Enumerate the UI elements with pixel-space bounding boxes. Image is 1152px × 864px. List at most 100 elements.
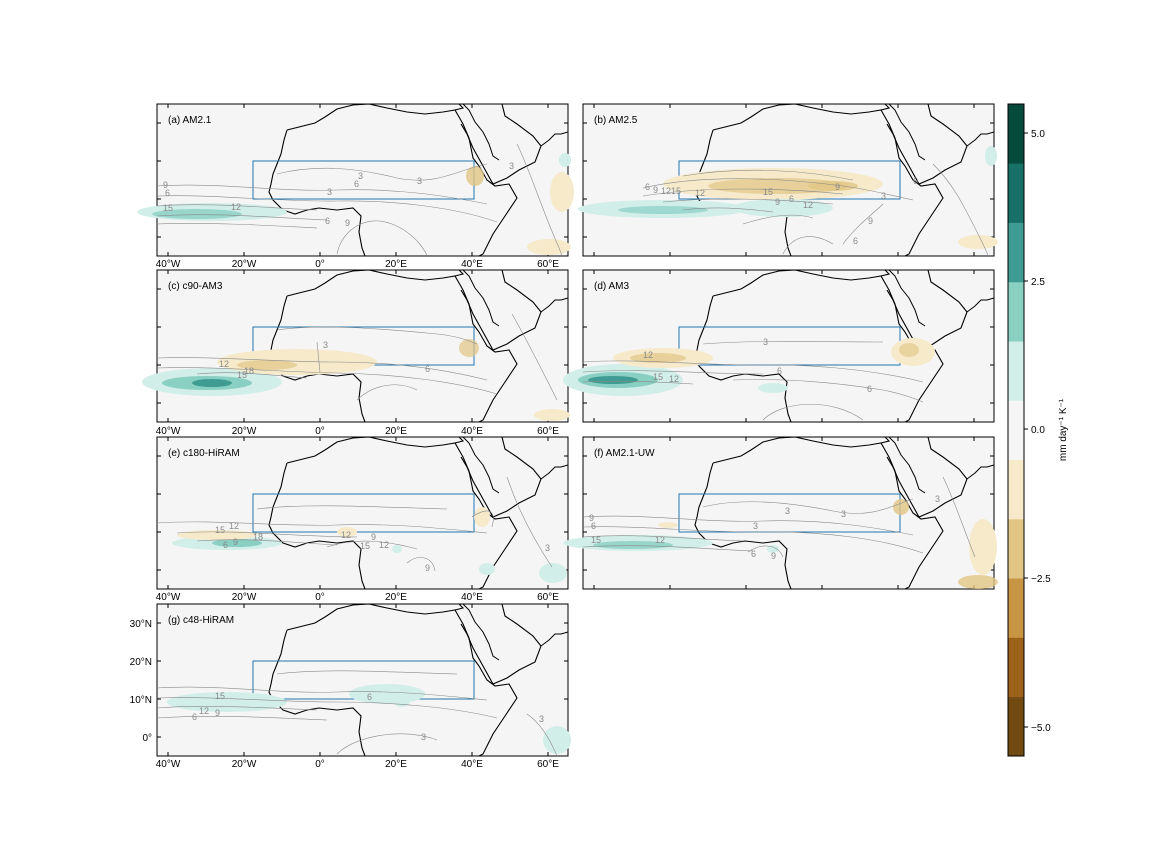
panel-a [137,104,574,256]
shading-e [172,507,567,583]
lon-tick: 40°W [156,259,181,270]
contour-label: 15 [360,541,370,551]
contour-label: 3 [545,543,550,553]
colorbar-segment [1008,163,1024,223]
lon-tick: 0° [315,592,325,603]
lon-tick: 20°E [385,426,407,437]
lon-tick: 20°W [232,426,257,437]
contour-label: 3 [327,187,332,197]
shading-d [563,338,935,396]
lon-tick: 40°E [461,426,483,437]
lat-tick: 30°N [130,619,152,630]
lon-tick: 20°W [232,592,257,603]
shading-g [167,684,571,754]
contour-label: 9 [371,532,376,542]
panel-title-b: (b) AM2.5 [594,115,638,126]
contour-label: 6 [354,179,359,189]
contour-label: 6 [777,366,782,376]
lon-tick: 40°W [156,592,181,603]
lon-tick: 60°E [537,426,559,437]
lat-tick: 20°N [130,657,152,668]
panel-f [563,437,998,589]
contours-b [642,163,989,257]
contour-label: 3 [753,521,758,531]
colorbar-segment [1008,104,1024,164]
lon-ticks-row4: 40°W 20°W 0° 20°E 40°E 60°E [156,759,560,770]
panel-title-g: (g) c48-HiRAM [168,615,234,626]
lon-tick: 60°E [537,592,559,603]
lon-tick: 0° [315,259,325,270]
contour-label: 6 [223,540,228,550]
contour-label: 12 [803,200,813,210]
lon-ticks-row1: 40°W 20°W 0° 20°E 40°E 60°E [156,259,560,270]
colorbar-frame [1007,103,1025,757]
contour-label: 12 [669,374,679,384]
contours-g [156,670,558,757]
contour-label: 12 [379,540,389,550]
contour-label: 6 [425,364,430,374]
lon-tick: 20°W [232,759,257,770]
contour-label: 15 [215,691,225,701]
contour-label: 3 [509,161,514,171]
contour-label: 12 [341,530,351,540]
contour-label: 15 [237,370,247,380]
lon-tick: 20°E [385,592,407,603]
lon-tick: 60°E [537,259,559,270]
contour-label: 12 [219,359,229,369]
contour-label: 12 [655,535,665,545]
contour-label: 12 [199,706,209,716]
lon-tick: 40°E [461,592,483,603]
contour-label: 6 [192,712,197,722]
lat-tick: 10°N [130,695,152,706]
contour-label: 12 [695,188,705,198]
panel-title-c: (c) c90-AM3 [168,281,223,292]
contour-label: 9 [163,180,168,190]
lon-tick: 0° [315,759,325,770]
lon-tick: 0° [315,426,325,437]
colorbar-tick: 0.0 [1031,425,1045,436]
colorbar-segment [1008,459,1024,520]
colorbar-label: mm day⁻¹ K⁻¹ [1058,398,1069,461]
contour-label: 3 [417,176,422,186]
contour-label: 3 [785,506,790,516]
colorbar-tick: 5.0 [1031,129,1045,140]
contour-label: 18 [244,366,254,376]
contour-label: 6 [913,176,918,186]
contours-e [156,476,553,572]
colorbar-segment [1008,400,1024,461]
panel-title-e: (e) c180-HiRAM [168,448,240,459]
colorbar-tick: −2.5 [1031,574,1051,585]
contour-label: 15 [653,372,663,382]
contour-label: 6 [591,521,596,531]
contours-f [582,476,976,558]
colorbar-segment [1008,696,1024,757]
contour-label: 3 [763,337,768,347]
contour-label: 9 [868,216,873,226]
contour-label: 9 [215,708,220,718]
contour-label: 9 [835,182,840,192]
contour-label: 3 [935,494,940,504]
colorbar-segment [1008,637,1024,698]
contour-label: 6 [325,216,330,226]
panel-g [157,604,571,756]
panel-b [578,104,998,256]
contour-label: 9 [345,218,350,228]
shading-b [578,146,998,249]
shading-c [142,339,570,421]
colorbar-segment [1008,518,1024,579]
contour-label: 3 [539,714,544,724]
contour-label: 3 [841,509,846,519]
contour-label: 15 [215,525,225,535]
contours-a [156,143,563,257]
contours-d [582,341,924,421]
panel-title-f: (f) AM2.1-UW [594,448,655,459]
contour-label: 12 [643,350,653,360]
contour-label: 3 [421,732,426,742]
colorbar-ticks: 5.0 2.5 0.0 −2.5 −5.0 [1024,129,1051,734]
contour-label: 15 [763,187,773,197]
panel-title-d: (d) AM3 [594,281,629,292]
lon-tick: 20°E [385,759,407,770]
lon-tick: 40°W [156,759,181,770]
